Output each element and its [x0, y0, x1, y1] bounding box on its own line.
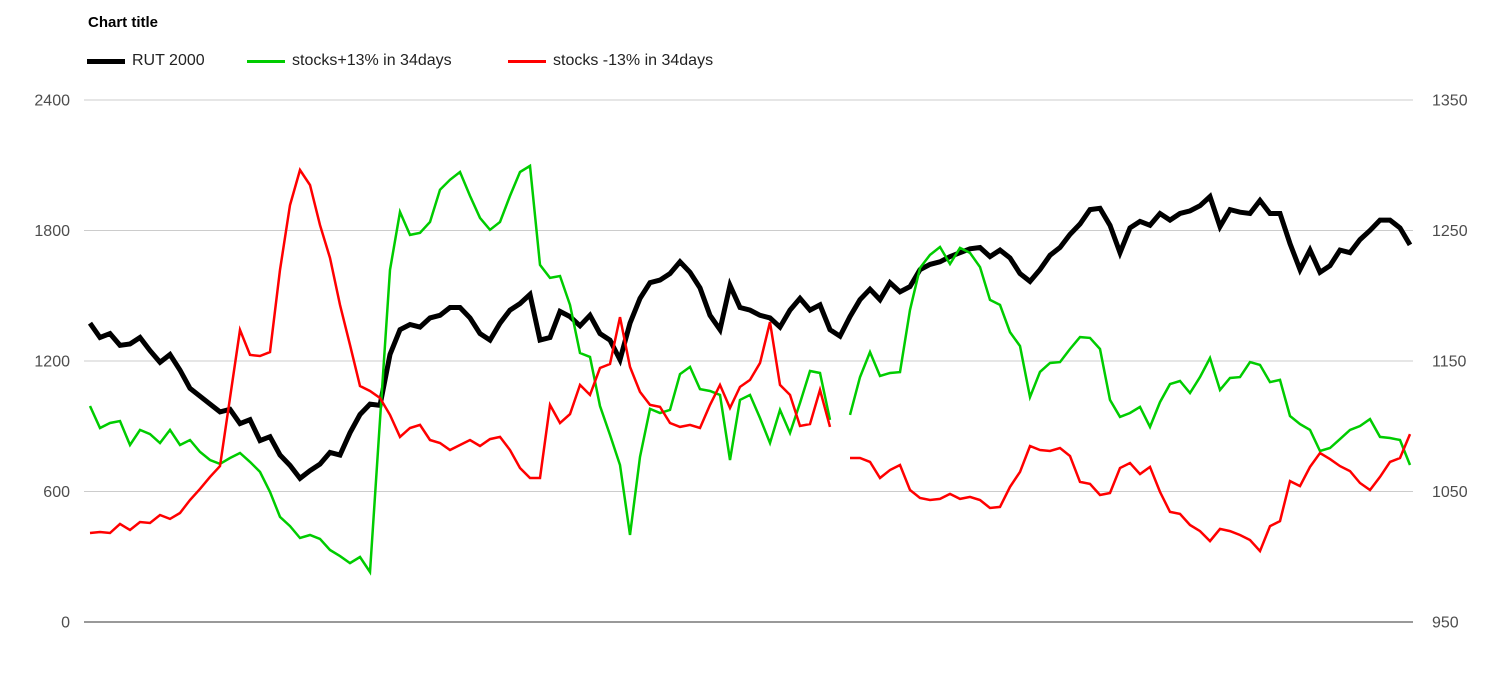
legend-item-rut2000: RUT 2000: [87, 51, 205, 71]
legend-label: stocks -13% in 34days: [553, 52, 714, 69]
series-line-1-stocks-13-in-34days[interactable]: [88, 163, 1412, 576]
series-line-0-rut-2000[interactable]: [87, 192, 1413, 482]
right-axis-tick-label: 950: [1432, 615, 1459, 632]
left-axis-tick-label: 600: [43, 484, 70, 501]
legend-item-stocks-minus13: stocks -13% in 34days: [508, 51, 713, 71]
legend-swatch-red-line: [508, 59, 546, 63]
left-axis-tick-label: 2400: [34, 93, 70, 110]
right-axis-tick-label: 1150: [1432, 354, 1467, 371]
legend-label: stocks+13% in 34days: [292, 52, 452, 69]
right-axis-tick-label: 1050: [1432, 484, 1468, 501]
legend-item-stocks-plus13: stocks+13% in 34days: [247, 51, 452, 71]
legend-label: RUT 2000: [132, 52, 205, 69]
left-axis-tick-label: 0: [61, 615, 70, 632]
left-axis-tick-label: 1800: [34, 223, 70, 240]
chart-title: Chart title: [88, 14, 159, 31]
legend-swatch-black-line: [87, 58, 125, 64]
right-axis-tick-label: 1350: [1432, 93, 1468, 110]
series-line-2-stocks-13-in-34days[interactable]: [89, 167, 1412, 554]
legend-swatch-green-line: [247, 59, 285, 63]
legend: RUT 2000 stocks+13% in 34days stocks -13…: [0, 51, 1506, 71]
right-axis-tick-label: 1250: [1432, 223, 1468, 240]
left-axis-tick-label: 1200: [34, 354, 70, 371]
